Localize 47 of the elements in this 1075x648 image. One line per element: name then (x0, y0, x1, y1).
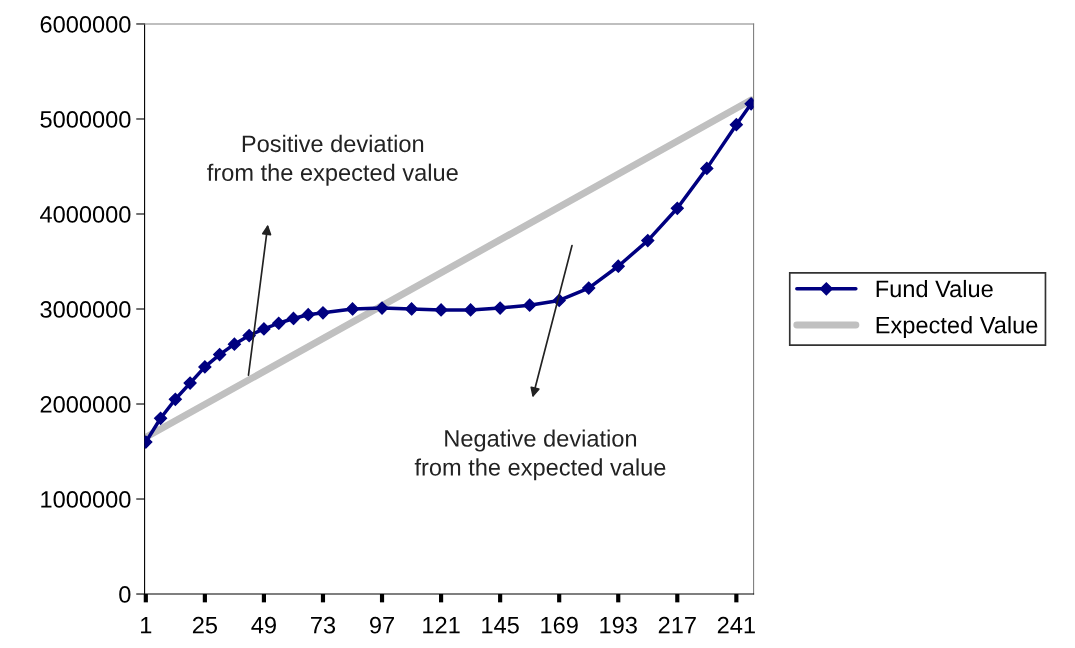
point (670, 201, 684, 215)
point (582, 281, 596, 295)
y-tick-label: 6000000 (40, 16, 131, 33)
y-tick-label: 2000000 (40, 396, 131, 413)
x-tick-label: 97 (370, 616, 394, 634)
x-tick-label: 145 (482, 617, 519, 634)
y-tick-label: 1000000 (41, 491, 131, 508)
annotation: Positive deviation from the expected value (207, 134, 458, 186)
legend-label: Fund Value (876, 279, 993, 298)
point (213, 348, 227, 362)
y-tick-label: 4000000 (40, 206, 131, 223)
y-tick-label: 3000000 (40, 301, 131, 318)
x-tick-label: 193 (600, 616, 637, 634)
y-tick-label: 5000000 (40, 111, 131, 128)
point (301, 308, 315, 322)
point (153, 411, 168, 425)
point (611, 259, 625, 273)
point (434, 303, 448, 317)
point (700, 161, 714, 175)
x-tick-label: 241 (717, 616, 755, 634)
x-tick-label: 121 (423, 616, 460, 634)
x-tick-label: 217 (658, 616, 696, 634)
x-tick-label: 169 (541, 616, 578, 634)
point (523, 298, 537, 312)
point (242, 329, 256, 343)
point (464, 303, 478, 317)
point (345, 302, 360, 316)
point (404, 302, 419, 316)
legend-label: Expected Value (876, 316, 1038, 339)
x-tick-label: 25 (192, 616, 218, 634)
annotation: Negative deviation from the expected value (414, 429, 666, 481)
point (198, 360, 212, 374)
point (316, 306, 330, 320)
point (375, 301, 389, 315)
point (257, 322, 271, 336)
x-tick-label: 1 (141, 617, 152, 634)
point (272, 316, 286, 330)
point (286, 311, 301, 326)
point (168, 392, 182, 406)
x-tick-label: 49 (251, 616, 276, 634)
x-tick-label: 73 (311, 616, 336, 634)
point (493, 301, 507, 315)
y-tick-label: 0 (119, 586, 131, 603)
point (183, 376, 197, 390)
point (227, 337, 241, 351)
point (641, 234, 655, 248)
point (729, 118, 743, 132)
